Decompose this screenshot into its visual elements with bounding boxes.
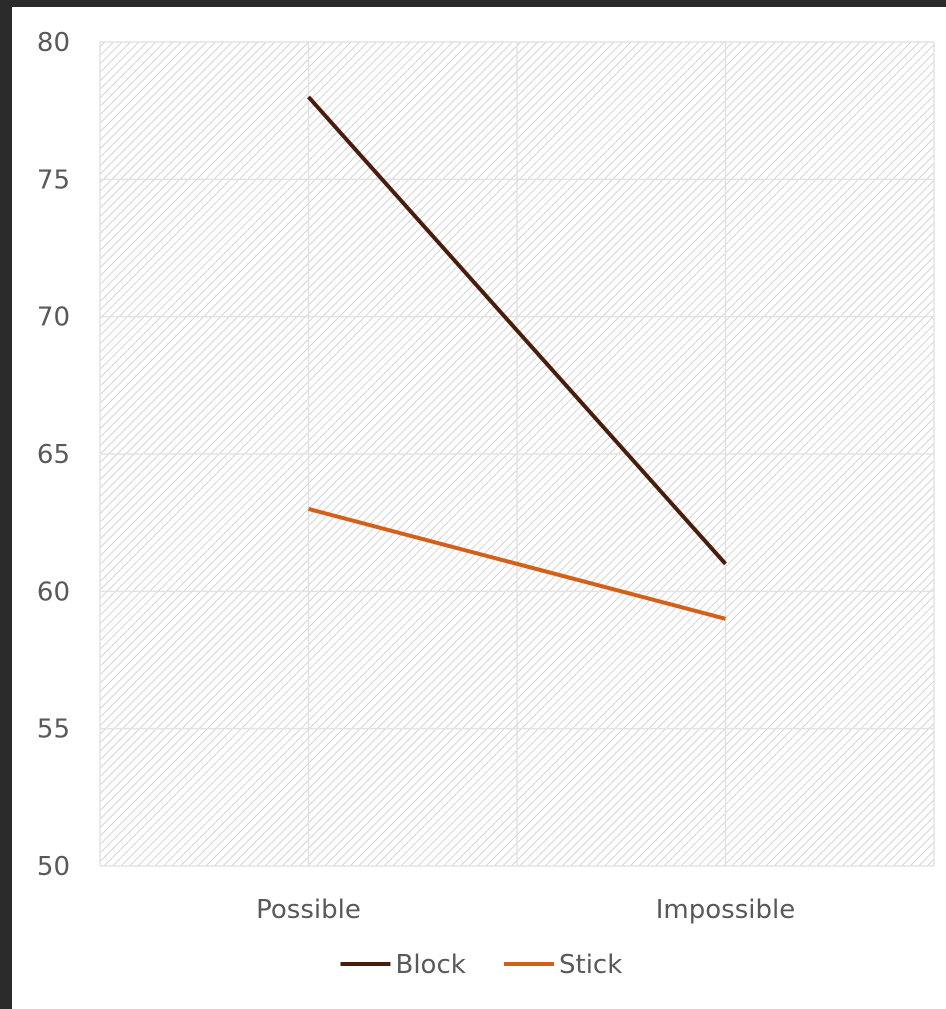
- chart-frame: 50 55 60 65 70 75 80 Possible Impossible Block S…: [12, 7, 946, 1009]
- legend-label-stick: Stick: [559, 950, 622, 980]
- series-lines: [307, 95, 727, 621]
- series-line-stick: [307, 506, 727, 621]
- y-tick-label: 55: [37, 715, 70, 745]
- y-tick-label: 80: [37, 28, 70, 58]
- legend: Block Stick: [340, 950, 622, 980]
- line-chart: 50 55 60 65 70 75 80 Possible Impossible Block S…: [37, 28, 935, 980]
- x-axis-tick-labels: Possible Impossible: [256, 895, 795, 925]
- y-tick-label: 70: [37, 303, 70, 333]
- y-tick-label: 75: [37, 165, 70, 195]
- y-axis-tick-labels: 50 55 60 65 70 75 80: [37, 28, 70, 882]
- y-tick-label: 65: [37, 440, 70, 470]
- y-tick-label: 50: [37, 852, 70, 882]
- horizontal-gridlines: [100, 41, 934, 867]
- legend-label-block: Block: [396, 950, 466, 980]
- series-line-block: [307, 95, 727, 566]
- x-tick-label: Impossible: [656, 895, 795, 925]
- x-tick-label: Possible: [256, 895, 361, 925]
- y-tick-label: 60: [37, 577, 70, 607]
